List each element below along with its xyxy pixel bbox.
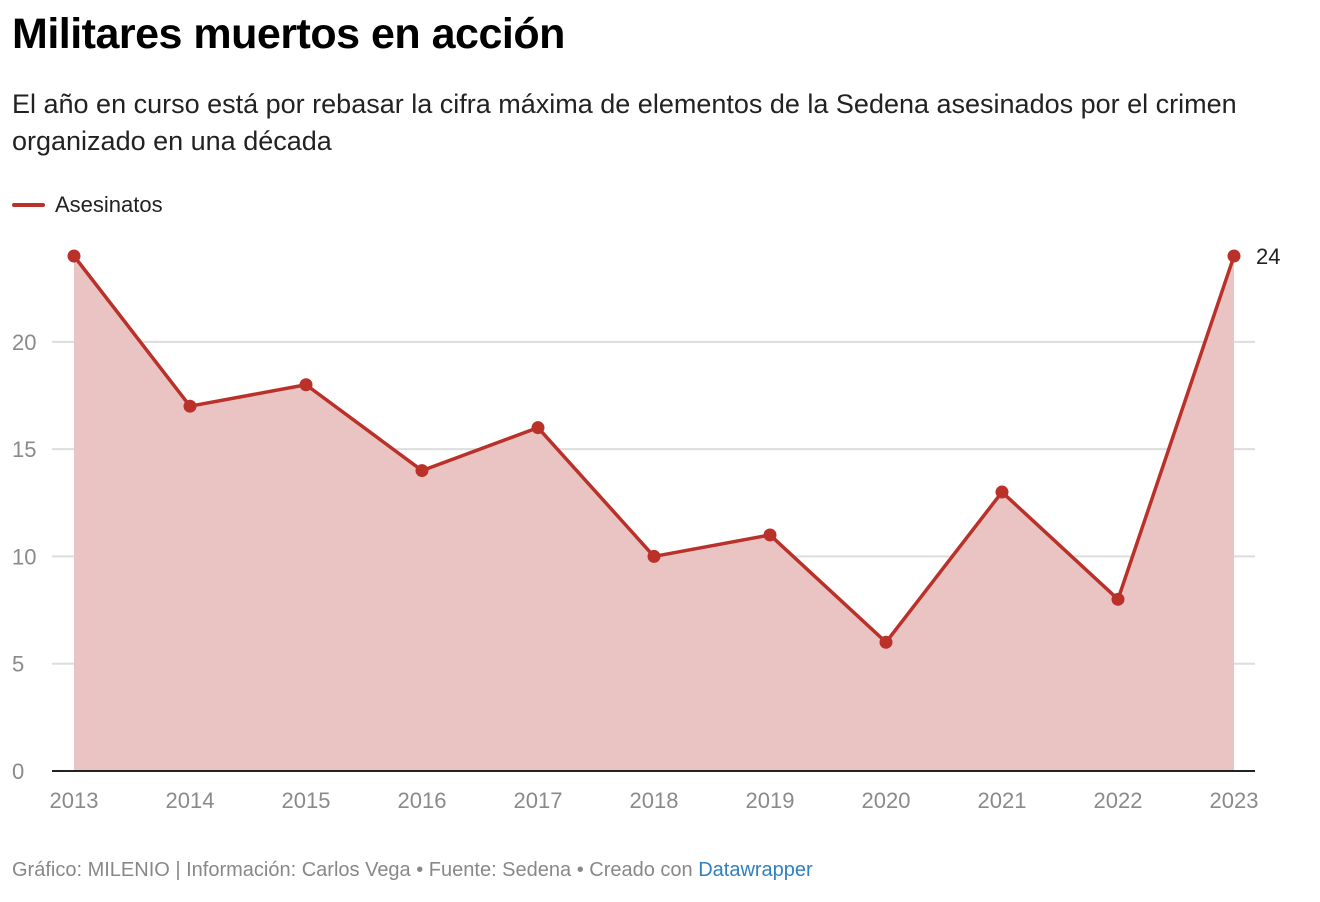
x-tick-label: 2023 xyxy=(1210,788,1259,813)
data-point-2020 xyxy=(879,635,893,649)
footer-text: Gráfico: MILENIO | Información: Carlos V… xyxy=(12,859,699,881)
data-points xyxy=(67,249,1241,649)
y-tick-label: 15 xyxy=(12,437,36,462)
data-point-2014 xyxy=(183,399,197,413)
data-point-2015 xyxy=(299,378,313,392)
x-tick-label: 2022 xyxy=(1094,788,1143,813)
chart-subtitle: El año en curso está por rebasar la cifr… xyxy=(12,89,1237,156)
tick-labels: 0 5 10 15 20 2013 2014 2015 2016 2017 2018 2019 2020… xyxy=(12,244,1280,813)
data-label-2023: 24 xyxy=(1256,244,1280,269)
x-tick-label: 2013 xyxy=(50,788,99,813)
area-fill xyxy=(74,256,1234,771)
legend-label: Asesinatos xyxy=(55,192,163,217)
chart-title: Militares muertos en acción xyxy=(12,10,565,58)
legend-line-swatch xyxy=(12,203,45,207)
x-tick-label: 2016 xyxy=(398,788,447,813)
x-tick-label: 2017 xyxy=(514,788,563,813)
y-tick-label: 5 xyxy=(12,652,24,677)
x-tick-label: 2019 xyxy=(746,788,795,813)
datawrapper-link[interactable]: Datawrapper xyxy=(698,859,813,881)
data-point-2023 xyxy=(1227,249,1241,263)
x-tick-label: 2021 xyxy=(978,788,1027,813)
legend: Asesinatos xyxy=(12,192,163,218)
footer-credit: Gráfico: MILENIO | Información: Carlos V… xyxy=(12,859,813,882)
data-point-2019 xyxy=(763,528,777,542)
data-point-2022 xyxy=(1111,592,1125,606)
x-tick-label: 2014 xyxy=(166,788,215,813)
x-tick-label: 2015 xyxy=(282,788,331,813)
y-tick-label: 10 xyxy=(12,544,36,569)
data-point-2021 xyxy=(995,485,1009,499)
data-point-2013 xyxy=(67,249,81,263)
x-tick-label: 2018 xyxy=(630,788,679,813)
data-point-2016 xyxy=(415,464,429,478)
area-fill-layer xyxy=(74,256,1234,771)
x-tick-label: 2020 xyxy=(862,788,911,813)
y-tick-label: 0 xyxy=(12,759,24,784)
data-point-2018 xyxy=(647,549,661,563)
data-point-2017 xyxy=(531,421,545,435)
y-tick-label: 20 xyxy=(12,330,36,355)
